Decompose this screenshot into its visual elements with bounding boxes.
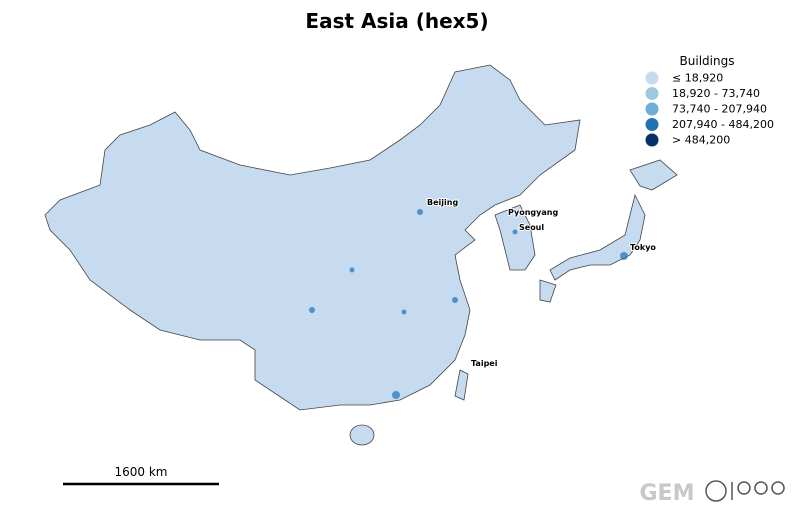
hotspot xyxy=(417,209,423,215)
city-label: Seoul xyxy=(519,223,544,232)
hotspot xyxy=(392,391,400,399)
legend-label: 73,740 - 207,940 xyxy=(672,103,767,116)
legend-label: 207,940 - 484,200 xyxy=(672,118,774,131)
legend-swatch xyxy=(645,102,659,116)
legend-label: ≤ 18,920 xyxy=(672,72,723,85)
building-hotspots xyxy=(309,209,628,399)
hotspot xyxy=(309,307,315,313)
hotspot xyxy=(401,309,407,315)
china xyxy=(44,64,581,411)
nd-icon xyxy=(771,481,785,495)
city-label: Pyongyang xyxy=(508,208,558,217)
honshu xyxy=(549,193,646,281)
scale-bar-label: 1600 km xyxy=(115,465,168,479)
city-label: Tokyo xyxy=(630,243,656,252)
hokkaido xyxy=(629,159,678,191)
map-title: East Asia (hex5) xyxy=(305,9,488,33)
hotspot xyxy=(349,267,355,273)
legend-swatch xyxy=(645,87,659,100)
land xyxy=(44,64,678,446)
by-icon xyxy=(737,481,751,495)
taiwan xyxy=(454,369,469,401)
hotspot xyxy=(452,297,458,303)
license-icons xyxy=(705,480,785,502)
legend-title: Buildings xyxy=(680,54,735,68)
logo: GEM xyxy=(640,481,695,506)
korea xyxy=(494,204,536,271)
kyushu xyxy=(539,279,557,303)
city-label: Taipei xyxy=(471,359,498,368)
legend-label: > 484,200 xyxy=(672,134,730,147)
hotspot xyxy=(620,252,628,260)
legend-swatch xyxy=(645,133,659,147)
hainan xyxy=(349,424,375,446)
legend-swatch xyxy=(645,71,659,85)
legend: ≤ 18,920 18,920 - 73,740 73,740 - 207,940 2… xyxy=(645,71,774,147)
city-label: Beijing xyxy=(427,198,458,207)
cc-icon xyxy=(705,480,727,502)
nc-icon xyxy=(754,481,768,495)
hotspot xyxy=(512,229,518,235)
legend-label: 18,920 - 73,740 xyxy=(672,87,760,100)
legend-swatch xyxy=(645,118,659,131)
